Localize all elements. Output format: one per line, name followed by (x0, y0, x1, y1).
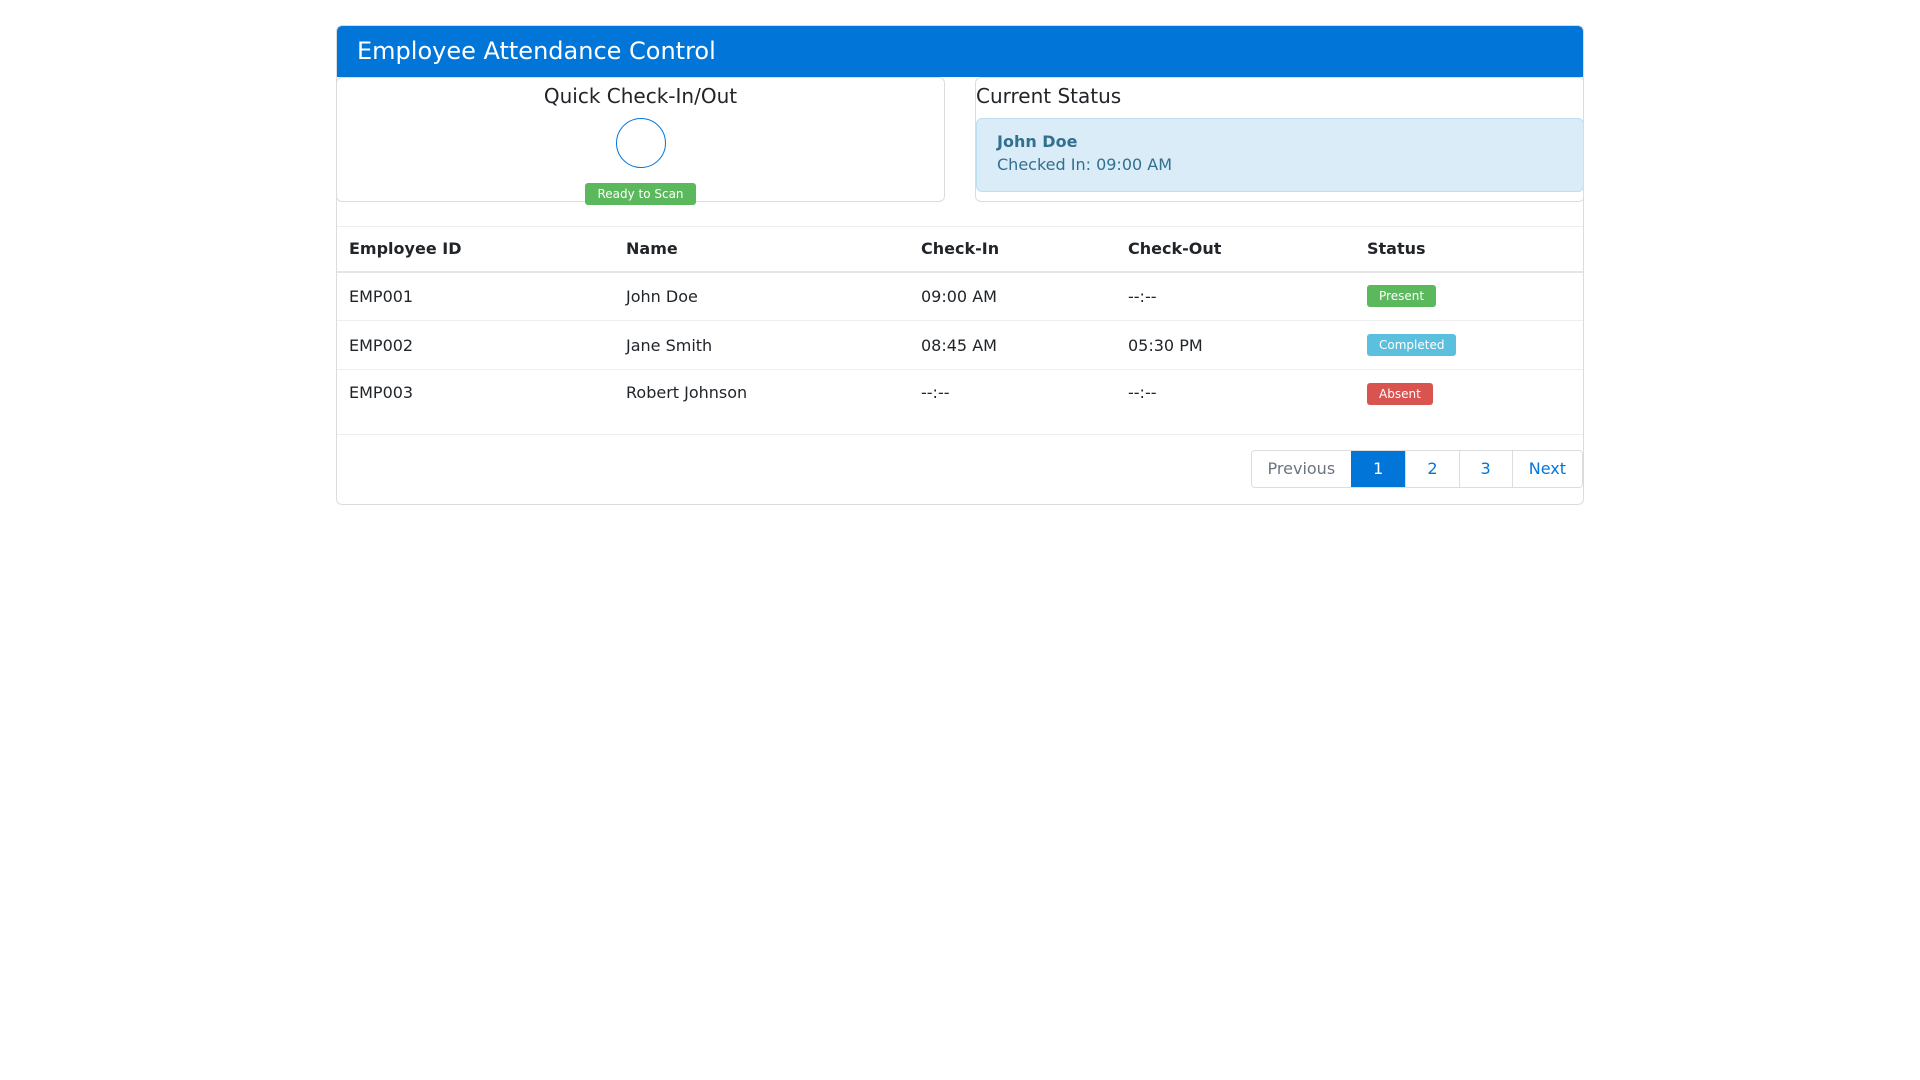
status-badge: Completed (1367, 334, 1457, 356)
cell-id: EMP001 (337, 271, 614, 321)
status-employee-name: John Doe (997, 132, 1078, 151)
cell-check-out: 05:30 PM (1116, 320, 1355, 370)
status-alert: John Doe Checked In: 09:00 AM (976, 118, 1583, 192)
table-row: EMP003 Robert Johnson --:-- --:-- Absent (337, 369, 1583, 435)
cell-check-in: 08:45 AM (909, 320, 1116, 370)
header-status: Status (1355, 226, 1583, 273)
cell-name: Jane Smith (614, 320, 909, 370)
status-detail: Checked In: 09:00 AM (997, 155, 1173, 174)
scan-status-badge: Ready to Scan (585, 183, 696, 205)
cell-name: John Doe (614, 271, 909, 321)
page-3-button[interactable]: 3 (1458, 451, 1512, 487)
table-row: EMP001 John Doe 09:00 AM --:-- Present (337, 271, 1583, 321)
app-title: Employee Attendance Control (337, 26, 1583, 77)
page-1-button[interactable]: 1 (1351, 451, 1406, 487)
status-badge: Present (1367, 285, 1437, 308)
next-page-button[interactable]: Next (1511, 451, 1582, 487)
page-2-button[interactable]: 2 (1405, 451, 1458, 487)
cell-check-out: --:-- (1116, 369, 1355, 435)
status-badge: Absent (1367, 383, 1433, 405)
pagination: Previous 1 2 3 Next (1250, 450, 1583, 488)
table-row: EMP002 Jane Smith 08:45 AM 05:30 PM Comp… (337, 320, 1583, 370)
scan-circle-icon[interactable] (615, 118, 666, 168)
status-title: Current Status (976, 84, 1122, 108)
header-name: Name (614, 226, 909, 273)
cell-name: Robert Johnson (614, 369, 909, 435)
attendance-table: Employee ID Name Check-In Check-Out Stat… (337, 226, 1583, 435)
cell-id: EMP002 (337, 320, 614, 370)
cell-check-out: --:-- (1116, 271, 1355, 321)
quick-checkin-card: Quick Check-In/Out Ready to Scan (337, 77, 945, 205)
current-status-card: Current Status John Doe Checked In: 09:0… (975, 77, 1583, 202)
header-employee-id: Employee ID (337, 226, 614, 273)
header-check-out: Check-Out (1116, 226, 1355, 273)
previous-page-button[interactable]: Previous (1267, 459, 1336, 478)
cell-check-in: --:-- (909, 369, 1116, 435)
cell-id: EMP003 (337, 369, 614, 435)
header-check-in: Check-In (909, 226, 1116, 273)
checkin-title: Quick Check-In/Out (543, 84, 738, 108)
cell-check-in: 09:00 AM (909, 271, 1116, 321)
attendance-panel: Employee Attendance Control Quick Check-… (336, 25, 1584, 505)
